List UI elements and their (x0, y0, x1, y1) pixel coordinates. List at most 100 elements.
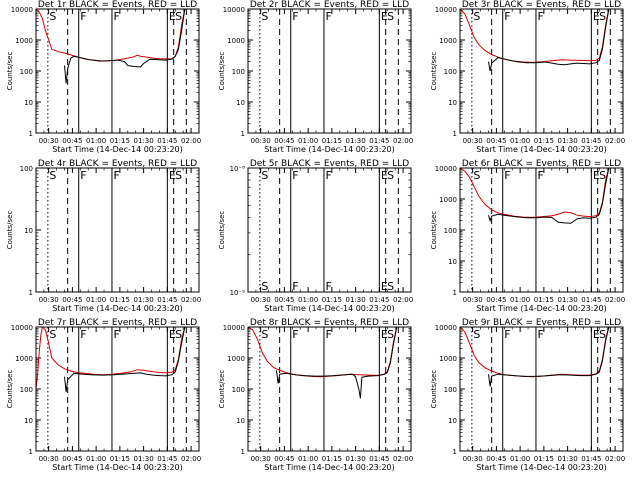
event-marker-label: F (325, 10, 331, 23)
series-lld-line (36, 9, 186, 62)
x-axis-label: Start Time (14-Dec-14 00:23:20) (52, 145, 183, 154)
x-tick-label: 00:45 (274, 455, 294, 463)
event-marker-label: S (261, 328, 268, 341)
x-tick-label: 01:45 (581, 296, 601, 304)
event-marker-label: E (381, 10, 388, 23)
y-axis-label: Counts/sec (430, 211, 438, 250)
event-marker-label: F (113, 169, 119, 182)
x-tick-label: 02:00 (393, 455, 413, 463)
event-marker-label: E (381, 169, 388, 182)
x-tick-label: 01:45 (157, 455, 177, 463)
x-tick-label: 01:15 (322, 137, 342, 145)
x-tick-label: 01:15 (322, 296, 342, 304)
panel-title: Det 4r BLACK = Events, RED = LLD (38, 159, 197, 169)
y-tick-label: 100 (20, 68, 33, 76)
x-axis-label: Start Time (14-Dec-14 00:23:20) (264, 145, 395, 154)
y-axis-label: Counts/sec (218, 211, 226, 250)
x-tick-label: 01:30 (346, 296, 366, 304)
x-tick-label: 00:45 (486, 455, 506, 463)
y-tick-label: 1000 (15, 355, 33, 363)
x-tick-label: 00:45 (486, 296, 506, 304)
event-marker-label: F (292, 169, 298, 182)
event-marker-label: S (261, 10, 268, 23)
x-tick-label: 01:00 (298, 296, 318, 304)
event-marker-label: S (49, 328, 56, 341)
panel-1: Det 1r BLACK = Events, RED = LLD 1 10 100 10… (6, 0, 201, 154)
series-lld-line (36, 327, 186, 390)
x-tick-label: 00:30 (39, 296, 59, 304)
plot-frame (459, 8, 624, 134)
panel-3: Det 3r BLACK = Events, RED = LLD 1 10 100 10… (430, 0, 625, 154)
y-tick-label: 100 (20, 386, 33, 394)
y-axis-label: Counts/sec (6, 370, 14, 409)
x-tick-label: 01:15 (110, 296, 130, 304)
x-tick-label: 01:00 (510, 455, 530, 463)
event-marker-label: E (593, 328, 600, 341)
y-tick-label: 100 (232, 68, 245, 76)
plot-frame (459, 326, 624, 452)
event-marker-label: S (175, 328, 182, 341)
event-marker-label: S (49, 169, 56, 182)
plot-frame (247, 167, 412, 293)
series-events-line (488, 327, 610, 387)
panel-title: Det 9r BLACK = Events, RED = LLD (462, 318, 621, 328)
y-tick-label: 100 (20, 165, 33, 173)
x-axis-label: Start Time (14-Dec-14 00:23:20) (476, 304, 607, 313)
y-tick-label: 100 (444, 386, 457, 394)
y-tick-label: 1 (241, 448, 245, 456)
y-tick-label: 10 (24, 417, 33, 425)
y-tick-label: 10000 (435, 324, 457, 332)
x-tick-label: 01:15 (534, 296, 554, 304)
event-marker-label: F (113, 328, 119, 341)
panel-2: Det 2r BLACK = Events, RED = LLD 1 10 100 10… (218, 0, 413, 154)
y-axis-label: Counts/sec (6, 211, 14, 250)
event-marker-label: S (599, 10, 606, 23)
panel-title: Det 1r BLACK = Events, RED = LLD (38, 0, 197, 10)
plot-frame (35, 326, 200, 452)
series-events-line (64, 327, 186, 393)
y-tick-label: 10 (24, 227, 33, 235)
y-tick-label: 100 (232, 386, 245, 394)
event-marker-label: S (387, 169, 394, 182)
y-axis-label: Counts/sec (6, 52, 14, 91)
event-marker-label: S (261, 280, 268, 293)
x-tick-label: 01:00 (86, 296, 106, 304)
x-tick-label: 01:30 (558, 296, 578, 304)
plot-frame (35, 167, 200, 293)
series-lld-line (248, 327, 398, 378)
x-axis-label: Start Time (14-Dec-14 00:23:20) (476, 145, 607, 154)
x-tick-label: 01:45 (581, 137, 601, 145)
x-tick-label: 01:45 (369, 137, 389, 145)
event-marker-label: S (473, 169, 480, 182)
y-tick-label: 1000 (227, 355, 245, 363)
x-tick-label: 01:30 (346, 455, 366, 463)
event-marker-label: F (537, 169, 543, 182)
event-marker-label: E (169, 328, 176, 341)
x-tick-label: 02:00 (181, 296, 201, 304)
x-tick-label: 01:30 (558, 455, 578, 463)
y-tick-label: 1 (453, 448, 457, 456)
y-axis-label: Counts/sec (430, 370, 438, 409)
x-tick-label: 00:30 (251, 296, 271, 304)
event-marker-label: F (537, 328, 543, 341)
y-tick-label: 10 (24, 99, 33, 107)
event-marker-label: F (292, 10, 298, 23)
panel-title: Det 5r BLACK = Events, RED = LLD (250, 159, 409, 169)
x-tick-label: 01:45 (157, 296, 177, 304)
event-marker-label: S (387, 328, 394, 341)
x-tick-label: 02:00 (181, 455, 201, 463)
y-tick-label: 10000 (435, 6, 457, 14)
x-axis-label: Start Time (14-Dec-14 00:23:20) (52, 304, 183, 313)
x-tick-label: 02:00 (605, 137, 625, 145)
event-marker-label: S (261, 169, 268, 182)
panel-title: Det 6r BLACK = Events, RED = LLD (462, 159, 621, 169)
y-tick-label: 1000 (439, 196, 457, 204)
x-tick-label: 00:30 (251, 137, 271, 145)
x-tick-label: 02:00 (393, 296, 413, 304)
event-marker-label: F (80, 10, 86, 23)
series-lld-line (460, 9, 610, 63)
x-tick-label: 00:45 (486, 137, 506, 145)
x-tick-label: 01:15 (110, 137, 130, 145)
event-marker-label: S (387, 280, 394, 293)
event-marker-label: S (473, 328, 480, 341)
